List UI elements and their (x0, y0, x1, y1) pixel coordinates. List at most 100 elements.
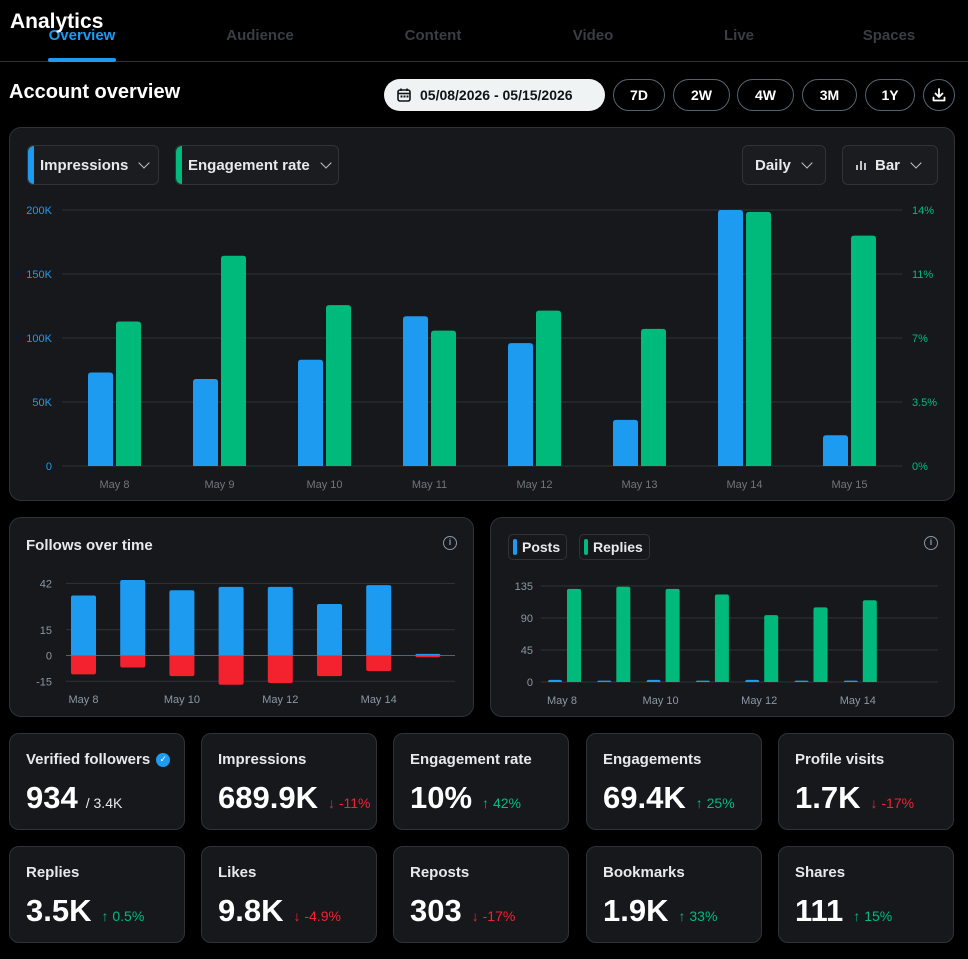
metric1-dropdown[interactable]: Impressions (27, 145, 159, 185)
x-tick-label: May 8 (69, 694, 99, 706)
tab-overview[interactable]: Overview (48, 27, 116, 44)
stat-delta-value: 25% (706, 795, 735, 811)
chart-type-dropdown[interactable]: Bar (842, 145, 938, 185)
posts-bar (695, 680, 710, 682)
stat-value: 303 (410, 893, 462, 928)
stat-delta-value: -11% (338, 795, 371, 811)
impressions-bar (613, 419, 638, 466)
range-4w-button[interactable]: 4W (737, 79, 794, 111)
chart-type-label: Bar (875, 156, 901, 174)
y-tick-label: 90 (521, 613, 533, 625)
y-left-tick-label: 200K (26, 205, 52, 217)
follows-bar (366, 585, 392, 656)
arrow-down-icon: ↓ (293, 908, 305, 924)
range-3m-button[interactable]: 3M (802, 79, 857, 111)
x-tick-label: May 9 (205, 479, 235, 491)
follows-bar (120, 580, 146, 656)
arrow-up-icon: ↑ (101, 908, 113, 924)
interval-dropdown[interactable]: Daily (742, 145, 826, 185)
stat-delta: ↑ 25% (696, 795, 735, 811)
stat-engagement-rate[interactable]: Engagement rate 10% ↑ 42% (393, 733, 569, 830)
x-tick-label: May 12 (741, 695, 777, 707)
info-icon[interactable]: i (924, 536, 938, 550)
x-tick-label: May 15 (831, 479, 867, 491)
stat-value: 9.8K (218, 893, 284, 928)
range-1y-button[interactable]: 1Y (865, 79, 915, 111)
stat-delta-value: -17% (881, 795, 915, 811)
x-tick-label: May 8 (100, 479, 130, 491)
y-tick-label: 0 (527, 677, 533, 689)
tab-video[interactable]: Video (572, 27, 614, 44)
posts-bar (794, 680, 809, 682)
date-range-button[interactable]: 05/08/2026 - 05/15/2026 (384, 79, 605, 111)
metric2-dropdown[interactable]: Engagement rate (175, 145, 339, 185)
metric1-swatch (28, 146, 34, 184)
x-tick-label: May 14 (726, 479, 762, 491)
stat-profile-visits[interactable]: Profile visits 1.7K ↓ -17% (778, 733, 954, 830)
engagement-rate-bar (746, 211, 771, 466)
tab-content[interactable]: Content (404, 27, 462, 44)
stat-likes[interactable]: Likes 9.8K ↓ -4.9% (201, 846, 377, 943)
y-left-tick-label: 50K (32, 397, 52, 409)
x-tick-label: May 14 (361, 694, 397, 706)
page-title: Account overview (9, 81, 181, 103)
follows-bar (169, 590, 195, 656)
stat-delta: ↓ -17% (870, 795, 914, 811)
x-tick-label: May 13 (621, 479, 657, 491)
verified-badge-icon: ✓ (156, 752, 171, 767)
follows-bar (218, 586, 244, 656)
stat-value: 3.5K (26, 893, 92, 928)
engagement-rate-bar (221, 255, 246, 466)
tab-spaces[interactable]: Spaces (862, 27, 916, 44)
stat-label: Impressions (218, 751, 307, 768)
stat-delta-value: 0.5% (112, 908, 145, 924)
replies-bar (665, 588, 680, 682)
stat-engagements[interactable]: Engagements 69.4K ↑ 25% (586, 733, 762, 830)
x-tick-label: May 10 (306, 479, 342, 491)
range-7d-button[interactable]: 7D (613, 79, 665, 111)
tab-live[interactable]: Live (723, 27, 755, 44)
stat-delta: ↑ 0.5% (101, 908, 144, 924)
download-button[interactable] (923, 79, 955, 111)
engagement-rate-bar (851, 235, 876, 466)
impressions-bar (88, 372, 113, 466)
tab-audience[interactable]: Audience (226, 27, 294, 44)
replies-bar (813, 607, 828, 682)
follows-card-title: Follows over time (26, 537, 153, 554)
range-2w-button[interactable]: 2W (673, 79, 730, 111)
posts-bar (548, 679, 562, 682)
engagement-rate-bar (431, 330, 456, 466)
stat-replies[interactable]: Replies 3.5K ↑ 0.5% (9, 846, 185, 943)
follows-chart: 42 15 0 -15 May 8 May 10 May 12 May 14 (36, 578, 455, 706)
x-tick-label: May 14 (840, 695, 876, 707)
follows-card: Follows over time i 42 15 0 -15 May 8 May 10 M… (9, 517, 474, 717)
stat-reposts[interactable]: Reposts 303 ↓ -17% (393, 846, 569, 943)
stat-bookmarks[interactable]: Bookmarks 1.9K ↑ 33% (586, 846, 762, 943)
stat-shares[interactable]: Shares 111 ↑ 15% (778, 846, 954, 943)
date-range-label: 05/08/2026 - 05/15/2026 (420, 87, 573, 103)
y-tick-label: 42 (40, 578, 52, 590)
stat-value: 1.7K (795, 780, 861, 815)
posts-bar (597, 680, 612, 682)
y-tick-label: 45 (521, 645, 533, 657)
y-right-tick-label: 3.5% (912, 397, 937, 409)
info-icon[interactable]: i (443, 536, 457, 550)
engagement-rate-bar (116, 321, 141, 466)
y-right-tick-label: 11% (912, 269, 933, 281)
y-right-tick-label: 7% (912, 333, 928, 345)
active-tab-indicator (48, 58, 116, 62)
posts-bar (843, 680, 858, 682)
stat-impressions[interactable]: Impressions 689.9K ↓ -11% (201, 733, 377, 830)
stat-label: Replies (26, 864, 80, 881)
metric2-swatch (176, 146, 182, 184)
unfollows-bar (366, 655, 392, 671)
stat-verified-followers[interactable]: Verified followers ✓ 934 / 3.4K (9, 733, 185, 830)
engagement-rate-bar (641, 328, 666, 466)
unfollows-bar (169, 655, 195, 677)
replies-bar (764, 615, 779, 682)
legend-replies[interactable]: Replies (579, 534, 650, 560)
x-tick-label: May 12 (516, 479, 552, 491)
legend-posts[interactable]: Posts (508, 534, 568, 560)
posts-replies-card: Posts Replies i 135 90 45 0 May 8 May 10 May 1… (490, 517, 955, 717)
